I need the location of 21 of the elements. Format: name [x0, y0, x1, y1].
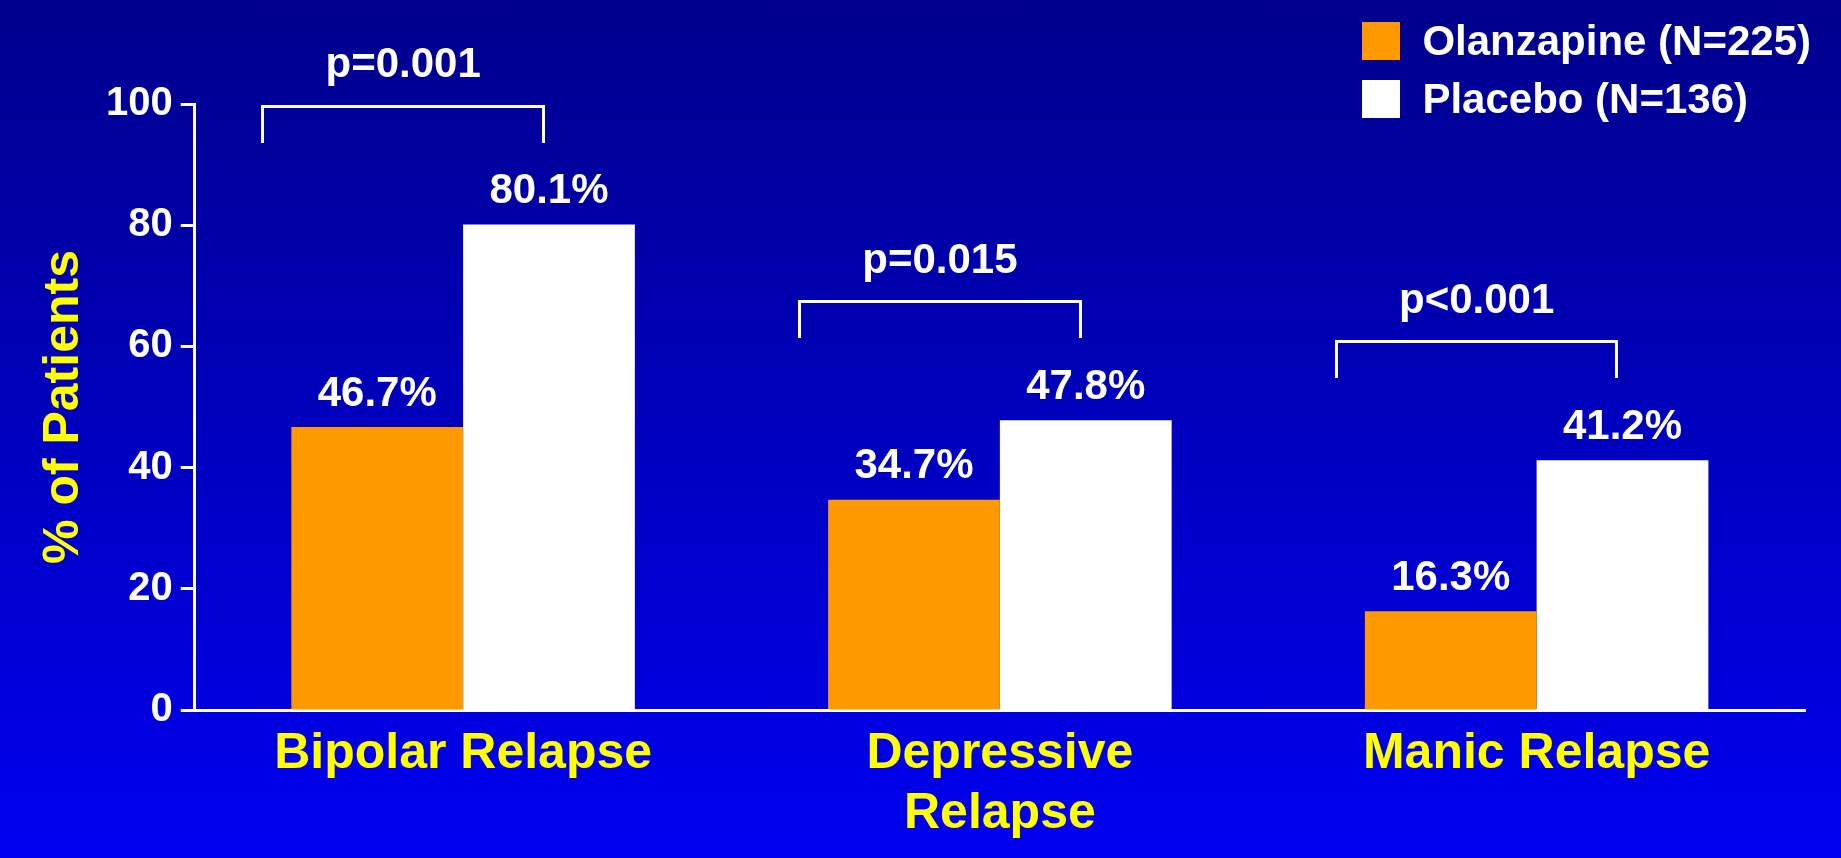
- data-label: 46.7%: [317, 367, 437, 415]
- text: p=0.001: [325, 39, 481, 87]
- y-tick-label: 40: [128, 442, 173, 487]
- y-axis-title: % of Patients: [32, 250, 89, 564]
- x-tick-label: Manic Relapse: [1362, 722, 1711, 779]
- data-label: 34.7%: [854, 440, 974, 488]
- data-label: 41.2%: [1562, 400, 1683, 448]
- y-tick-label: 0: [150, 685, 173, 730]
- data-label: 16.3%: [1391, 551, 1511, 599]
- data-label: 47.8%: [1026, 360, 1146, 408]
- legend-label: Placebo (N=136): [1422, 75, 1749, 123]
- x-tick-label: Depressive Relapse: [866, 722, 1134, 839]
- data-label: 80.1%: [489, 165, 609, 213]
- y-tick-label: 80: [128, 200, 173, 245]
- annotation: p=0.015: [862, 234, 1018, 282]
- legend-label: Olanzapine (N=225): [1422, 17, 1811, 65]
- y-tick-label: 20: [128, 563, 173, 608]
- annotation: p<0.001: [1398, 274, 1555, 322]
- x-tick-label: Bipolar Relapse: [274, 722, 653, 779]
- y-tick-label: 100: [105, 79, 173, 124]
- y-tick-label: 60: [128, 321, 173, 366]
